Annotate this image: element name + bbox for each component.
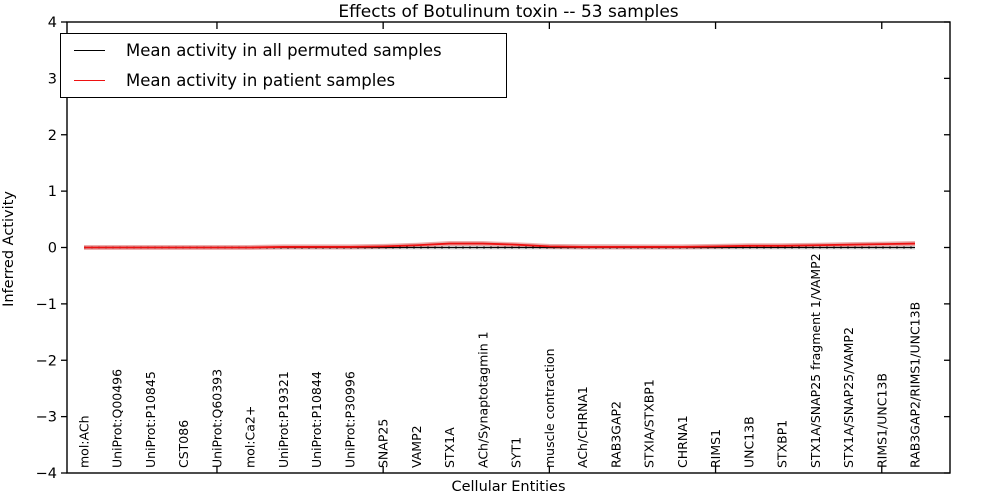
legend-entry-patient: Mean activity in patient samples <box>61 67 506 95</box>
chart-title: Effects of Botulinum toxin -- 53 samples <box>338 2 679 22</box>
legend-entry-permuted: Mean activity in all permuted samples <box>61 36 506 64</box>
y-tick-label: −3 <box>36 410 57 426</box>
x-category-label: RAB3GAP2/RIMS1/UNC13B <box>908 302 923 468</box>
x-category-label: STX1A <box>442 427 457 468</box>
x-category-label: CST086 <box>176 420 191 468</box>
x-category-label: muscle contraction <box>542 348 557 468</box>
x-category-label: mol:Ca2+ <box>243 406 258 468</box>
y-axis-label: Inferred Activity <box>1 191 17 307</box>
x-category-label: SYT1 <box>509 437 524 468</box>
x-category-label: STX1A/SNAP25 fragment 1/VAMP2 <box>808 253 823 468</box>
x-category-label: UniProt:Q00496 <box>110 369 125 468</box>
y-tick-label: −2 <box>36 353 57 369</box>
x-category-label: VAMP2 <box>409 425 424 468</box>
x-category-label: UNC13B <box>741 416 756 468</box>
x-category-label: mol:ACh <box>77 416 92 469</box>
x-category-label: UniProt:P19321 <box>276 371 291 468</box>
x-category-label: STXBP1 <box>775 420 790 468</box>
x-category-label: UniProt:P10845 <box>143 371 158 468</box>
legend: Mean activity in all permuted samples Me… <box>60 33 507 98</box>
x-category-label: ACh/Synaptotagmin 1 <box>475 331 490 468</box>
permuted-line-sample <box>74 49 105 51</box>
y-tick-label: 3 <box>48 71 57 87</box>
x-category-label: ACh/CHRNA1 <box>575 386 590 468</box>
legend-label-patient: Mean activity in patient samples <box>126 71 396 91</box>
y-tick-label: −1 <box>36 297 57 313</box>
x-axis-label: Cellular Entities <box>451 479 566 495</box>
y-tick-label: −4 <box>36 466 57 482</box>
x-category-label: CHRNA1 <box>675 415 690 468</box>
x-category-label: UniProt:P10844 <box>309 371 324 468</box>
y-tick-label: 0 <box>48 241 57 257</box>
patient-mean-line <box>84 242 916 249</box>
x-category-label: RIMS1/UNC13B <box>874 373 889 468</box>
y-tick-label: 4 <box>48 15 57 31</box>
x-category-label: RAB3GAP2 <box>608 401 623 468</box>
y-tick-label: 2 <box>48 128 57 144</box>
x-category-label: UniProt:P30996 <box>342 371 357 468</box>
x-category-label: UniProt:Q60393 <box>209 369 224 468</box>
x-category-label: STXIA/STXBP1 <box>642 379 657 468</box>
x-category-label: STX1A/SNAP25/VAMP2 <box>841 327 856 468</box>
y-tick-label: 1 <box>48 184 57 200</box>
x-category-label: SNAP25 <box>376 419 391 468</box>
legend-label-permuted: Mean activity in all permuted samples <box>126 40 442 60</box>
patient-line-sample <box>74 80 105 82</box>
x-category-label: RIMS1 <box>708 429 723 468</box>
